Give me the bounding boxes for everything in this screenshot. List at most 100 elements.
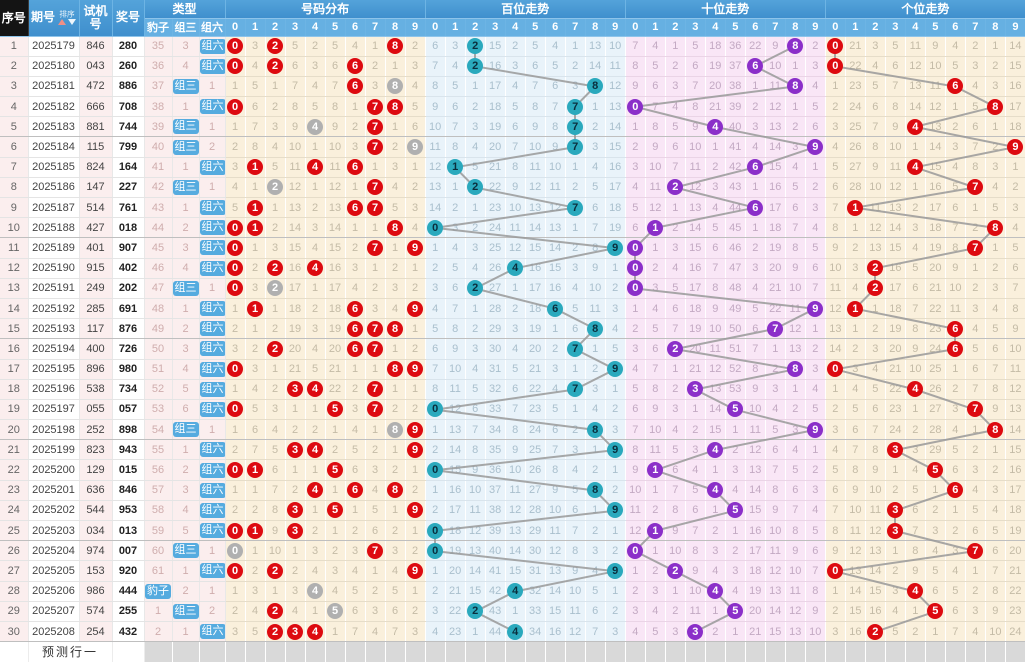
prediction-row-link[interactable]: 预测行一 — [28, 641, 113, 662]
dist-cell: 19 — [285, 318, 306, 340]
tens-cell: 4 — [805, 379, 826, 400]
units-cell: 6 — [945, 76, 966, 98]
hundreds-cell: 4 — [505, 621, 526, 643]
hundreds-circle: 4 — [507, 260, 524, 277]
type-group3-cell: 1 — [172, 439, 200, 461]
miss-count: 5 — [952, 60, 959, 73]
miss-count: 52 — [729, 363, 742, 376]
tens-cell: 13 — [765, 581, 786, 602]
miss-count: 2 — [812, 181, 819, 194]
hundreds-cell: 8 — [525, 96, 546, 118]
tens-cell: 10 — [645, 157, 666, 178]
miss-count: 4 — [271, 141, 279, 154]
dist-cell: 2 — [265, 601, 286, 622]
hundreds-cell: 5 — [445, 258, 466, 279]
tens-cell: 1 — [765, 338, 786, 360]
tens-cell: 10 — [765, 56, 786, 77]
dist-cell: 18 — [325, 298, 346, 320]
dist-cell: 1 — [305, 278, 326, 299]
dist-cell: 4 — [385, 298, 406, 320]
dist-cell: 5 — [325, 500, 346, 522]
hundreds-cell: 7 — [565, 197, 586, 219]
footer-cell — [172, 641, 200, 662]
dist-circle: 7 — [367, 320, 384, 337]
miss-count: 10 — [909, 363, 922, 376]
hundreds-cell: 9 — [445, 338, 466, 360]
units-cell: 13 — [865, 237, 886, 259]
type-group6-cell: 1 — [199, 419, 226, 441]
miss-count: 2 — [912, 201, 919, 214]
tens-cell: 2 — [805, 36, 826, 57]
miss-count: 6 — [452, 100, 459, 113]
sort-desc-arrow-icon[interactable] — [67, 19, 76, 26]
tens-cell: 9 — [624, 459, 646, 481]
miss-count: 3 — [452, 221, 459, 234]
tens-circle: 0 — [627, 260, 644, 277]
dist-cell: 3 — [265, 399, 286, 421]
dist-cell: 20 — [285, 338, 306, 360]
tens-circle: 0 — [627, 98, 644, 115]
miss-count: 12 — [789, 605, 802, 618]
miss-count: 12 — [929, 100, 942, 113]
miss-count: 6 — [712, 241, 719, 254]
miss-count: 25 — [929, 363, 942, 376]
units-cell: 2 — [945, 520, 966, 542]
miss-count: 1 — [251, 181, 259, 194]
miss-count: 8 — [972, 161, 979, 174]
miss-count: 1 — [472, 80, 479, 93]
table-row: 9 2025187 514 761 43 1 组六 5 1 1 13 2 13 6 7 5 3 14 2 1 23 10 1… — [0, 197, 1025, 219]
hundreds-cell: 16 — [445, 480, 466, 501]
miss-count: 1 — [271, 585, 279, 598]
hundreds-cell: 13 — [525, 197, 546, 219]
miss-count: 1 — [452, 181, 459, 194]
miss-count: 1 — [572, 40, 579, 53]
dist-cell: 8 — [325, 96, 346, 118]
miss-count: 42 — [729, 161, 742, 174]
tens-cell: 18 — [765, 217, 786, 239]
miss-count: 21 — [529, 363, 542, 376]
units-cell: 12 — [1005, 379, 1025, 400]
units-cell: 13 — [845, 560, 866, 582]
hundreds-cell: 0 — [424, 459, 446, 481]
type-badge: 组六 — [199, 482, 225, 498]
miss-count: 5 — [251, 625, 259, 638]
tens-cell: 6 — [765, 439, 786, 461]
miss-count: 5 — [512, 100, 519, 113]
miss-count: 1 — [472, 625, 479, 638]
miss-count: 50 — [729, 322, 742, 335]
dist-circle: 7 — [367, 401, 384, 418]
miss-count: 3 — [231, 625, 239, 638]
miss-count: 2 — [672, 221, 679, 234]
miss-count: 6 — [852, 423, 859, 436]
dist-cell: 5 — [265, 439, 286, 461]
miss-count: 3 — [371, 605, 379, 618]
miss-count: 11 — [1009, 363, 1022, 376]
hundreds-cell: 25 — [525, 439, 546, 461]
tens-cell: 11 — [765, 76, 786, 98]
dist-digit-header: 3 — [285, 18, 306, 37]
table-row: 4 2025182 666 708 38 1 组六 0 6 2 8 5 8 1 7 8 5 9 6 2 18 5 8 7 7 1 1… — [0, 96, 1025, 118]
table-row: 17 2025195 896 980 51 4 组六 0 3 1 21 5 21 1 1 8 9 7 10 4 31 5 2… — [0, 359, 1025, 380]
miss-count: 2 — [231, 141, 239, 154]
miss-count: 11 — [789, 302, 801, 315]
seq-cell: 8 — [0, 177, 29, 199]
units-cell: 5 — [965, 96, 986, 118]
miss-count: 1 — [271, 302, 279, 315]
miss-count: 8 — [952, 241, 959, 254]
tens-digit-header: 7 — [765, 18, 786, 37]
units-cell: 10 — [865, 177, 886, 199]
sort-asc-arrow-icon[interactable] — [57, 19, 66, 26]
miss-count: 2 — [412, 403, 419, 416]
units-cell: 15 — [885, 237, 906, 259]
miss-count: 20 — [328, 342, 342, 355]
miss-count: 22 — [749, 40, 762, 53]
miss-count: 4 — [872, 60, 879, 73]
units-cell: 14 — [925, 136, 946, 158]
miss-count: 1 — [251, 484, 259, 497]
hundreds-cell: 2 — [605, 399, 626, 421]
type-group3-cell: 2 — [172, 581, 200, 602]
dist-cell: 5 — [245, 76, 266, 98]
hundreds-cell: 8 — [565, 540, 586, 562]
miss-count: 13 — [328, 201, 342, 214]
miss-count: 10 — [769, 524, 782, 537]
